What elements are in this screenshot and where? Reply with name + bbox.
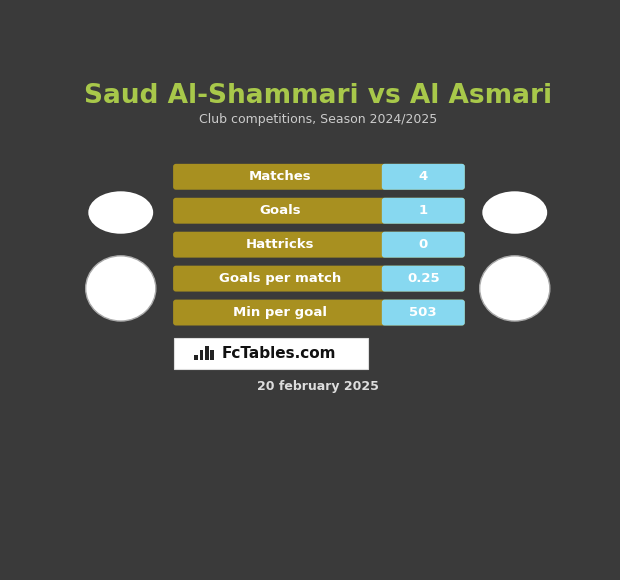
Text: Saud Al-Shammari vs Al Asmari: Saud Al-Shammari vs Al Asmari [84,84,552,110]
Text: Min per goal: Min per goal [233,306,327,319]
Text: Goals: Goals [260,204,301,218]
FancyBboxPatch shape [173,300,465,325]
FancyBboxPatch shape [173,198,465,224]
FancyBboxPatch shape [382,300,465,325]
FancyBboxPatch shape [173,164,465,190]
Text: Hattricks: Hattricks [246,238,314,251]
FancyBboxPatch shape [382,266,465,292]
FancyBboxPatch shape [210,350,214,360]
Text: 4: 4 [418,171,428,183]
Text: FcTables.com: FcTables.com [222,346,336,361]
Text: Matches: Matches [249,171,312,183]
FancyBboxPatch shape [205,346,209,360]
FancyBboxPatch shape [382,198,465,224]
Circle shape [86,256,156,321]
Text: Club competitions, Season 2024/2025: Club competitions, Season 2024/2025 [198,113,437,126]
Ellipse shape [482,191,547,234]
FancyBboxPatch shape [200,350,203,360]
Text: 0: 0 [418,238,428,251]
FancyBboxPatch shape [194,354,198,360]
FancyBboxPatch shape [382,164,465,190]
Text: Goals per match: Goals per match [219,272,342,285]
FancyBboxPatch shape [173,232,465,258]
FancyBboxPatch shape [382,232,465,258]
FancyBboxPatch shape [174,338,368,369]
Ellipse shape [88,191,153,234]
Text: 503: 503 [409,306,437,319]
Circle shape [480,256,550,321]
Text: 1: 1 [418,204,428,218]
FancyBboxPatch shape [173,266,465,292]
Text: 0.25: 0.25 [407,272,440,285]
Text: 20 february 2025: 20 february 2025 [257,380,379,393]
